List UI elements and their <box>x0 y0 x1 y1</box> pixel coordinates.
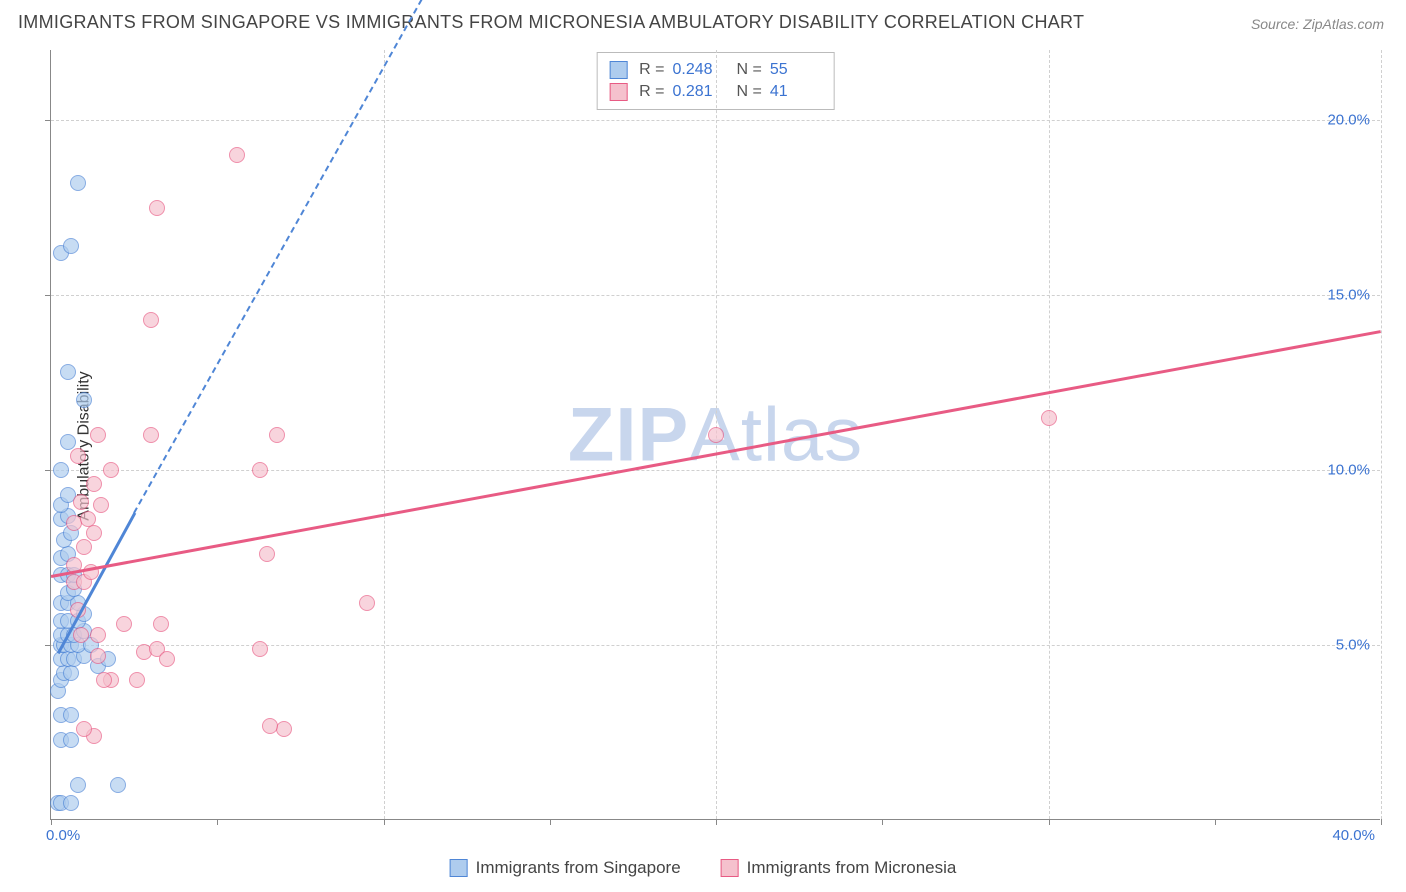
scatter-point <box>90 648 106 664</box>
stats-r-label: R = <box>639 83 664 101</box>
scatter-point <box>359 595 375 611</box>
scatter-point <box>86 525 102 541</box>
gridline-vertical <box>1049 50 1050 819</box>
y-tick-label: 15.0% <box>1327 287 1370 304</box>
x-tick-label: 0.0% <box>46 827 80 844</box>
legend: Immigrants from Singapore Immigrants from… <box>450 858 957 878</box>
x-tick-label: 40.0% <box>1332 827 1375 844</box>
legend-item: Immigrants from Singapore <box>450 858 681 878</box>
scatter-point <box>262 718 278 734</box>
scatter-point <box>76 721 92 737</box>
scatter-point <box>103 462 119 478</box>
scatter-point <box>53 462 69 478</box>
source-attribution: Source: ZipAtlas.com <box>1251 16 1384 32</box>
scatter-point <box>708 427 724 443</box>
gridline-vertical <box>384 50 385 819</box>
scatter-point <box>76 539 92 555</box>
scatter-point <box>63 665 79 681</box>
scatter-point <box>252 641 268 657</box>
scatter-point <box>60 434 76 450</box>
scatter-point <box>70 448 86 464</box>
scatter-point <box>80 511 96 527</box>
gridline-vertical <box>1381 50 1382 819</box>
scatter-point <box>149 200 165 216</box>
scatter-point <box>259 546 275 562</box>
scatter-point <box>269 427 285 443</box>
series-swatch <box>609 83 627 101</box>
scatter-point <box>143 427 159 443</box>
stats-r-label: R = <box>639 61 664 79</box>
scatter-point <box>73 494 89 510</box>
legend-swatch <box>721 859 739 877</box>
scatter-point <box>63 707 79 723</box>
scatter-point <box>63 238 79 254</box>
scatter-point <box>110 777 126 793</box>
stats-n-label: N = <box>737 61 762 79</box>
stats-n-value: 55 <box>770 61 822 79</box>
scatter-point <box>60 364 76 380</box>
series-swatch <box>609 61 627 79</box>
scatter-point <box>73 627 89 643</box>
watermark-bold: ZIP <box>568 392 689 477</box>
scatter-point <box>252 462 268 478</box>
scatter-point <box>116 616 132 632</box>
scatter-point <box>143 312 159 328</box>
scatter-point <box>63 795 79 811</box>
scatter-point <box>90 427 106 443</box>
stats-n-label: N = <box>737 83 762 101</box>
scatter-point <box>90 627 106 643</box>
scatter-point <box>70 175 86 191</box>
chart-title: IMMIGRANTS FROM SINGAPORE VS IMMIGRANTS … <box>18 12 1084 33</box>
scatter-point <box>1041 410 1057 426</box>
scatter-point <box>229 147 245 163</box>
trend-line-extension <box>133 0 550 513</box>
legend-label: Immigrants from Micronesia <box>747 858 957 878</box>
scatter-point <box>70 777 86 793</box>
scatter-point <box>86 476 102 492</box>
scatter-point <box>159 651 175 667</box>
legend-item: Immigrants from Micronesia <box>721 858 957 878</box>
scatter-point <box>153 616 169 632</box>
y-tick-label: 5.0% <box>1336 637 1370 654</box>
y-tick-label: 10.0% <box>1327 462 1370 479</box>
scatter-point <box>76 392 92 408</box>
stats-n-value: 41 <box>770 83 822 101</box>
legend-label: Immigrants from Singapore <box>476 858 681 878</box>
plot-area: ZIPAtlas R =0.248N =55R =0.281N =41 5.0%… <box>50 50 1380 820</box>
scatter-point <box>93 497 109 513</box>
scatter-point <box>96 672 112 688</box>
legend-swatch <box>450 859 468 877</box>
scatter-point <box>63 732 79 748</box>
scatter-point <box>129 672 145 688</box>
y-tick-label: 20.0% <box>1327 112 1370 129</box>
